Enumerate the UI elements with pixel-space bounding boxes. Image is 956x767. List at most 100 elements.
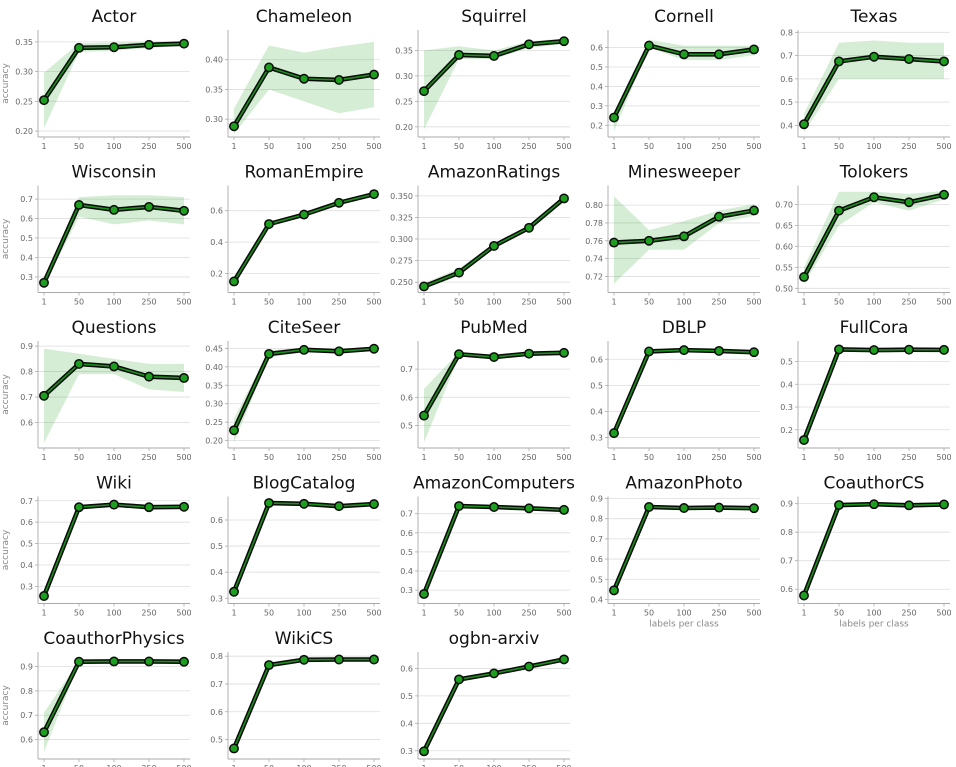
x-tick-label: 500 [936, 298, 951, 307]
y-tick-label: 0.70 [775, 200, 793, 209]
data-point [489, 352, 499, 362]
series-line-core [233, 193, 375, 283]
data-point [834, 500, 844, 511]
y-tick-label: 0.4 [210, 238, 223, 247]
data-point [644, 502, 654, 512]
x-tick-label: 500 [556, 142, 571, 151]
confidence-band [424, 504, 564, 597]
data-point [39, 727, 49, 738]
data-point [869, 192, 879, 203]
panel-title: Cornell [654, 7, 714, 27]
y-tick-label: 0.5 [400, 692, 413, 701]
panel-cornell: 0.2 0.3 0.4 0.5 0.6 1 50 100 250 500 Cornell [590, 7, 761, 151]
data-point [904, 344, 914, 355]
series-line [41, 502, 187, 599]
series-line [801, 501, 947, 598]
data-point [559, 347, 569, 358]
y-tick-label: 0.6 [400, 664, 413, 673]
y-tick-label: 0.35 [205, 381, 223, 390]
x-tick-label: 250 [141, 298, 156, 307]
x-tick-label: 100 [866, 609, 881, 618]
series-line [801, 347, 947, 443]
x-tick-label: 250 [901, 609, 916, 618]
x-tick-label: 500 [746, 142, 761, 151]
y-tick-label: 0.9 [20, 342, 33, 351]
y-tick-label: 0.5 [210, 736, 223, 745]
panel-title: Actor [92, 7, 137, 27]
y-tick-label: 0.20 [15, 127, 33, 136]
data-point [39, 95, 49, 106]
data-point [834, 56, 844, 67]
y-tick-label: 0.20 [205, 437, 223, 446]
data-point [264, 348, 274, 359]
data-point [749, 347, 759, 358]
data-point [419, 281, 429, 292]
panel-wiki: 0.3 0.4 0.5 0.6 0.7 1 50 100 250 500 Wiki accuracy [1, 474, 192, 618]
y-tick-label: 0.4 [20, 253, 33, 262]
data-point [749, 503, 759, 514]
data-point [369, 69, 379, 80]
x-tick-label: 50 [454, 764, 464, 767]
data-point [644, 346, 654, 357]
data-point [334, 197, 344, 208]
x-tick-label: 500 [936, 142, 951, 151]
y-tick-label: 0.6 [590, 555, 603, 564]
x-tick-label: 1 [611, 142, 616, 151]
x-tick-label: 50 [454, 453, 464, 462]
y-tick-label: 0.9 [780, 500, 793, 509]
data-point [179, 205, 189, 216]
y-tick-label: 0.275 [390, 257, 413, 266]
data-point [609, 237, 619, 248]
x-tick-label: 100 [296, 298, 311, 307]
panel-title: Wisconsin [72, 163, 157, 183]
panel-romanempire: 0.2 0.4 0.6 1 50 100 250 500 RomanEmpire [210, 163, 381, 307]
data-point [559, 193, 569, 204]
y-tick-label: 0.3 [590, 434, 603, 443]
y-tick-label: 0.7 [210, 680, 223, 689]
data-point [229, 425, 239, 436]
x-tick-label: 1 [611, 609, 616, 618]
series-line [611, 347, 757, 436]
y-tick-label: 0.25 [395, 97, 413, 106]
data-point [299, 344, 309, 355]
data-point [264, 660, 274, 671]
data-point [644, 235, 654, 246]
y-axis-label: accuracy [1, 529, 11, 570]
panel-title: Questions [72, 318, 157, 338]
x-tick-label: 250 [521, 764, 536, 767]
y-tick-label: 0.8 [590, 515, 603, 524]
y-tick-label: 0.5 [20, 540, 33, 549]
x-tick-label: 500 [556, 298, 571, 307]
y-tick-label: 0.30 [15, 68, 33, 77]
series-line-core [803, 193, 945, 278]
panel-title: CoauthorPhysics [43, 629, 184, 649]
x-tick-label: 50 [264, 453, 274, 462]
x-tick-label: 500 [556, 609, 571, 618]
panel-title: ogbn-arxiv [449, 629, 540, 649]
data-point [264, 62, 274, 73]
x-tick-label: 250 [901, 142, 916, 151]
y-tick-label: 0.5 [780, 357, 793, 366]
data-point [144, 371, 154, 382]
y-axis-label: accuracy [1, 685, 11, 726]
data-point [644, 40, 654, 51]
x-tick-label: 250 [141, 764, 156, 767]
data-point [454, 501, 464, 512]
x-tick-label: 500 [556, 453, 571, 462]
series-line-core [423, 505, 565, 595]
series-line-core [613, 506, 755, 592]
data-point [109, 42, 119, 53]
series-line-core [613, 349, 755, 434]
y-tick-label: 0.2 [210, 270, 223, 279]
data-point [74, 42, 84, 53]
y-tick-label: 0.3 [20, 273, 33, 282]
confidence-band [44, 502, 184, 600]
y-tick-label: 0.6 [20, 419, 33, 428]
y-tick-label: 0.4 [20, 561, 33, 570]
panel-title: Wiki [96, 474, 132, 494]
data-point [609, 428, 619, 439]
y-tick-label: 0.5 [210, 542, 223, 551]
data-point [714, 345, 724, 356]
x-tick-label: 50 [74, 764, 84, 767]
data-point [369, 499, 379, 510]
